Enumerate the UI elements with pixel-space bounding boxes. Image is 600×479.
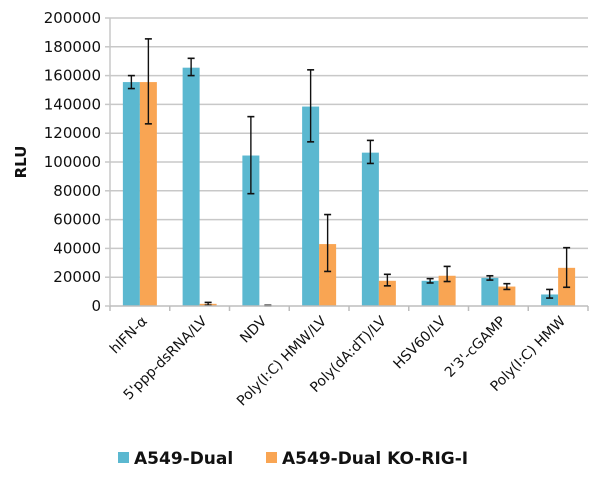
y-tick-label: 0 (91, 297, 101, 315)
x-tick-label: HSV60/LV (390, 313, 449, 372)
y-tick-label: 80000 (53, 182, 101, 200)
y-tick-label: 60000 (53, 211, 101, 229)
bar (122, 82, 140, 306)
y-tick-label: 200000 (44, 9, 101, 27)
y-tick-label: 20000 (53, 268, 101, 286)
y-tick-label: 40000 (53, 239, 101, 257)
y-tick-label: 140000 (44, 95, 101, 113)
x-axis (109, 18, 589, 311)
y-axis-ticks: 0 20000 40000 60000 80000 100000 120000 140000 1… (44, 9, 101, 315)
x-tick-label: hIFN-α (107, 314, 151, 358)
y-tick-label: 120000 (44, 124, 101, 142)
legend-swatch-a549-dual-ko-rig-i (266, 452, 277, 463)
bar (319, 244, 337, 306)
legend-label-a549-dual: A549-Dual (134, 449, 233, 469)
bar (541, 294, 559, 306)
bar (182, 67, 200, 307)
bar (139, 82, 157, 306)
y-tick-label: 160000 (44, 67, 101, 85)
bar (421, 280, 439, 306)
legend-label-a549-dual-ko-rig-i: A549-Dual KO-RIG-I (282, 449, 468, 469)
x-tick-label: NDV (237, 313, 270, 346)
bar (378, 280, 396, 306)
gridlines (105, 17, 588, 307)
legend-swatch-a549-dual (118, 452, 129, 463)
legend: A549-Dual A549-Dual KO-RIG-I (118, 449, 468, 469)
bar (242, 155, 260, 306)
y-axis-label: RLU (12, 146, 30, 179)
bar (302, 106, 320, 306)
bar (361, 152, 379, 306)
bar (481, 277, 499, 306)
y-tick-label: 100000 (44, 153, 101, 171)
bar (498, 286, 516, 306)
y-tick-label: 180000 (44, 38, 101, 56)
bar (438, 275, 456, 306)
bars (122, 67, 576, 307)
error-bars (127, 38, 571, 307)
